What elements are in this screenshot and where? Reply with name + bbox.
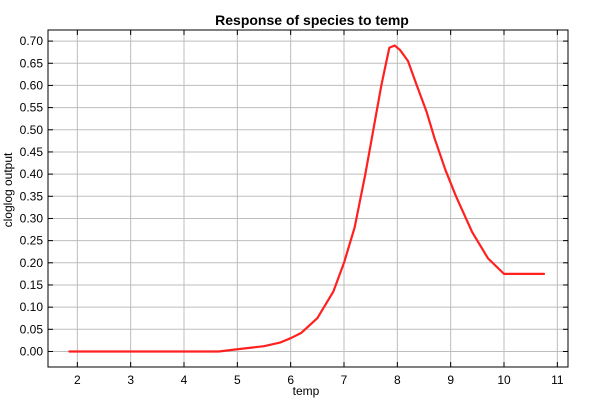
x-tick-labels: 2 3 4 5 6 7 8 9 10 11 bbox=[74, 373, 564, 387]
y-tick-label: 0.65 bbox=[20, 56, 44, 70]
x-tick-label: 3 bbox=[127, 373, 134, 387]
y-tick-label: 0.00 bbox=[20, 344, 44, 358]
x-axis-label: temp bbox=[293, 384, 320, 398]
x-tick-label: 4 bbox=[181, 373, 188, 387]
y-tick-label: 0.50 bbox=[20, 123, 44, 137]
series-line bbox=[68, 44, 546, 353]
y-tick-label: 0.70 bbox=[20, 34, 44, 48]
x-tick-label: 2 bbox=[74, 373, 81, 387]
x-tick-label: 10 bbox=[497, 373, 511, 387]
series-layer bbox=[68, 44, 546, 353]
y-tick-label: 0.60 bbox=[20, 78, 44, 92]
y-tick-label: 0.10 bbox=[20, 300, 44, 314]
y-tick-label: 0.35 bbox=[20, 189, 44, 203]
plot-frame bbox=[47, 29, 569, 368]
y-tick-label: 0.40 bbox=[20, 167, 44, 181]
ticks bbox=[48, 30, 568, 367]
x-tick-label: 6 bbox=[287, 373, 294, 387]
y-tick-label: 0.55 bbox=[20, 101, 44, 115]
grid bbox=[48, 30, 568, 367]
y-tick-labels: 0.00 0.05 0.10 0.15 0.20 0.25 0.30 0.35 0.40 0.45… bbox=[20, 34, 44, 358]
y-tick-label: 0.05 bbox=[20, 322, 44, 336]
y-axis-label: cloglog output bbox=[1, 152, 15, 227]
y-tick-label: 0.25 bbox=[20, 234, 44, 248]
y-tick-label: 0.30 bbox=[20, 211, 44, 225]
y-tick-label: 0.20 bbox=[20, 256, 44, 270]
y-tick-label: 0.15 bbox=[20, 278, 44, 292]
x-tick-label: 7 bbox=[341, 373, 348, 387]
y-tick-label: 0.45 bbox=[20, 145, 44, 159]
chart-title: Response of species to temp bbox=[215, 12, 409, 28]
x-tick-label: 8 bbox=[394, 373, 401, 387]
x-tick-label: 11 bbox=[551, 373, 564, 387]
x-tick-label: 5 bbox=[234, 373, 241, 387]
x-tick-label: 9 bbox=[447, 373, 454, 387]
